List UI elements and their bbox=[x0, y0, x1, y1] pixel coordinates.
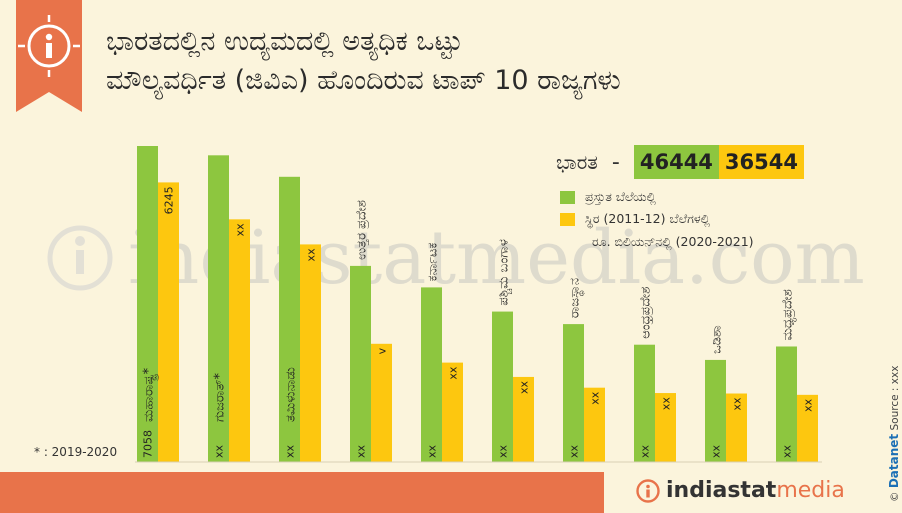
datanet-brand: Datanet bbox=[887, 433, 901, 489]
value-label-current-5: xx bbox=[426, 444, 439, 458]
category-label-5: ಕರ್ನಾಟಕ bbox=[426, 242, 441, 281]
info-icon bbox=[16, 15, 82, 112]
legend-label-constant: ಸ್ಥಿರ (2011-12) ಬೆಲೆಗಳಲ್ಲಿ bbox=[585, 211, 711, 226]
category-label-8: ಆಂಧ್ರಪ್ರದೇಶ bbox=[639, 287, 654, 339]
bar-current-2 bbox=[208, 155, 229, 462]
legend-swatch-constant bbox=[560, 212, 575, 226]
bar-group-6: xx xx ಪಶ್ಚಿಮ ಬಂಗಾಳ bbox=[492, 239, 534, 462]
bar-constant-9 bbox=[726, 393, 747, 462]
category-label-10: ಮಧ್ಯಪ್ರದೇಶ bbox=[781, 289, 797, 340]
bar-constant-8 bbox=[655, 393, 676, 462]
bar-constant-3 bbox=[300, 244, 321, 462]
value-label-constant-4: v bbox=[376, 347, 389, 354]
bar-group-3: xx xx ತಮಿಳುನಾಡು bbox=[279, 176, 321, 463]
value-label-current-7: xx bbox=[568, 444, 581, 458]
value-label-constant-8: xx bbox=[660, 397, 673, 411]
footnote: * : 2019-2020 bbox=[34, 445, 118, 459]
bar-current-10 bbox=[776, 346, 797, 462]
bar-constant-6 bbox=[513, 376, 534, 462]
bar-group-5: xx xx ಕರ್ನಾಟಕ bbox=[421, 242, 463, 462]
legend-item-constant: ಸ್ಥಿರ (2011-12) ಬೆಲೆಗಳಲ್ಲಿ bbox=[560, 208, 754, 230]
bar-group-7: xx xx ರಾಜಸ್ಥಾನ bbox=[563, 278, 605, 462]
value-label-current-3: xx bbox=[284, 444, 297, 458]
source-text: Source : xxx bbox=[889, 365, 901, 431]
legend-label-current: ಪ್ರಸ್ತುತ ಬೆಲೆಯಲ್ಲಿ bbox=[585, 189, 656, 204]
value-label-constant-2: xx bbox=[234, 223, 247, 237]
value-label-constant-9: xx bbox=[731, 397, 744, 411]
copyright-mark: © bbox=[889, 491, 901, 503]
national-total: ಭಾರತ - 46444 36544 bbox=[556, 145, 804, 179]
category-label-9: ಒಡಿಶಾ bbox=[710, 325, 725, 354]
bar-constant-7 bbox=[584, 387, 605, 462]
title-line-2: ಮೌಲ್ಯವರ್ಧಿತ (ಜಿವಿಎ) ಹೊಂದಿರುವ ಟಾಪ್ 10 ರಾಜ… bbox=[106, 65, 621, 96]
value-label-constant-3: xx bbox=[305, 248, 318, 262]
bar-group-4: xx v ಉತ್ತರ ಪ್ರದೇಶ bbox=[350, 200, 392, 462]
logo-info-icon bbox=[636, 478, 660, 503]
category-label-7: ರಾಜಸ್ಥಾನ bbox=[568, 278, 585, 318]
bar-current-5 bbox=[421, 287, 442, 462]
value-label-current-1: 7058 bbox=[142, 430, 155, 458]
category-label-6: ಪಶ್ಚಿಮ ಬಂಗಾಳ bbox=[497, 239, 513, 305]
bar-group-10: xx xx ಮಧ್ಯಪ್ರದೇಶ bbox=[776, 289, 818, 462]
title-line-1: ಭಾರತದಲ್ಲಿನ ಉದ್ಯಮದಲ್ಲಿ ಅತ್ಯಧಿಕ ಒಟ್ಟು bbox=[106, 26, 463, 57]
bar-group-8: xx xx ಆಂಧ್ರಪ್ರದೇಶ bbox=[634, 287, 676, 462]
bar-current-1 bbox=[137, 146, 158, 462]
value-label-current-8: xx bbox=[639, 444, 652, 458]
bar-current-4 bbox=[350, 265, 371, 462]
logo-text-media: media bbox=[776, 478, 845, 503]
value-label-current-4: xx bbox=[355, 444, 368, 458]
value-label-current-2: xx bbox=[213, 444, 226, 458]
national-current-value: 46444 bbox=[633, 145, 719, 179]
bottom-bar bbox=[0, 472, 604, 513]
legend-swatch-current bbox=[560, 190, 575, 204]
bar-current-9 bbox=[705, 359, 726, 462]
national-label: ಭಾರತ bbox=[556, 150, 598, 174]
bar-group-9: xx xx ಒಡಿಶಾ bbox=[705, 325, 747, 462]
logo-text-indiastat: indiastat bbox=[666, 478, 777, 503]
value-label-constant-10: xx bbox=[802, 398, 815, 412]
bar-group-1: 7058 6245 ಮಹಾರಾಷ್ಟ್ರ* bbox=[137, 146, 179, 463]
legend-item-current: ಪ್ರಸ್ತುತ ಬೆಲೆಯಲ್ಲಿ bbox=[560, 186, 754, 208]
national-constant-value: 36544 bbox=[718, 145, 804, 179]
chart-title: ಭಾರತದಲ್ಲಿನ ಉದ್ಯಮದಲ್ಲಿ ಅತ್ಯಧಿಕ ಒಟ್ಟು ಮೌಲ್… bbox=[106, 22, 876, 100]
bar-current-7 bbox=[563, 324, 584, 462]
info-badge bbox=[16, 0, 82, 112]
category-label-4: ಉತ್ತರ ಪ್ರದೇಶ bbox=[355, 200, 370, 260]
national-dash: - bbox=[611, 149, 620, 175]
source-credit: © Datanet Source : xxx bbox=[887, 366, 901, 502]
value-label-constant-6: xx bbox=[518, 380, 531, 394]
value-label-constant-1: 6245 bbox=[163, 186, 176, 214]
category-label-3: ತಮಿಳುನಾಡು bbox=[284, 367, 299, 422]
legend: ಪ್ರಸ್ತುತ ಬೆಲೆಯಲ್ಲಿ ಸ್ಥಿರ (2011-12) ಬೆಲೆಗ… bbox=[560, 186, 754, 254]
bar-constant-2 bbox=[229, 219, 250, 462]
bar-current-8 bbox=[634, 344, 655, 462]
bar-constant-5 bbox=[442, 362, 463, 462]
category-label-1: ಮಹಾರಾಷ್ಟ್ರ* bbox=[142, 367, 159, 422]
value-label-current-9: xx bbox=[710, 444, 723, 458]
value-label-constant-7: xx bbox=[589, 391, 602, 405]
brand-logo: indiastat media bbox=[636, 478, 845, 503]
bar-constant-10 bbox=[797, 394, 818, 462]
value-label-current-6: xx bbox=[497, 444, 510, 458]
bar-group-2: xx xx ಗುಜರಾತ್* bbox=[208, 155, 250, 462]
bar-current-3 bbox=[279, 176, 300, 463]
value-label-constant-5: xx bbox=[447, 366, 460, 380]
bar-constant-1 bbox=[158, 182, 179, 463]
value-label-current-10: xx bbox=[781, 444, 794, 458]
bar-constant-4 bbox=[371, 343, 392, 462]
bar-current-6 bbox=[492, 311, 513, 462]
unit-label: ರೂ. ಬಿಲಿಯನ್‌ನಲ್ಲಿ (2020-2021) bbox=[592, 234, 754, 249]
category-label-2: ಗುಜರಾತ್* bbox=[213, 373, 228, 422]
